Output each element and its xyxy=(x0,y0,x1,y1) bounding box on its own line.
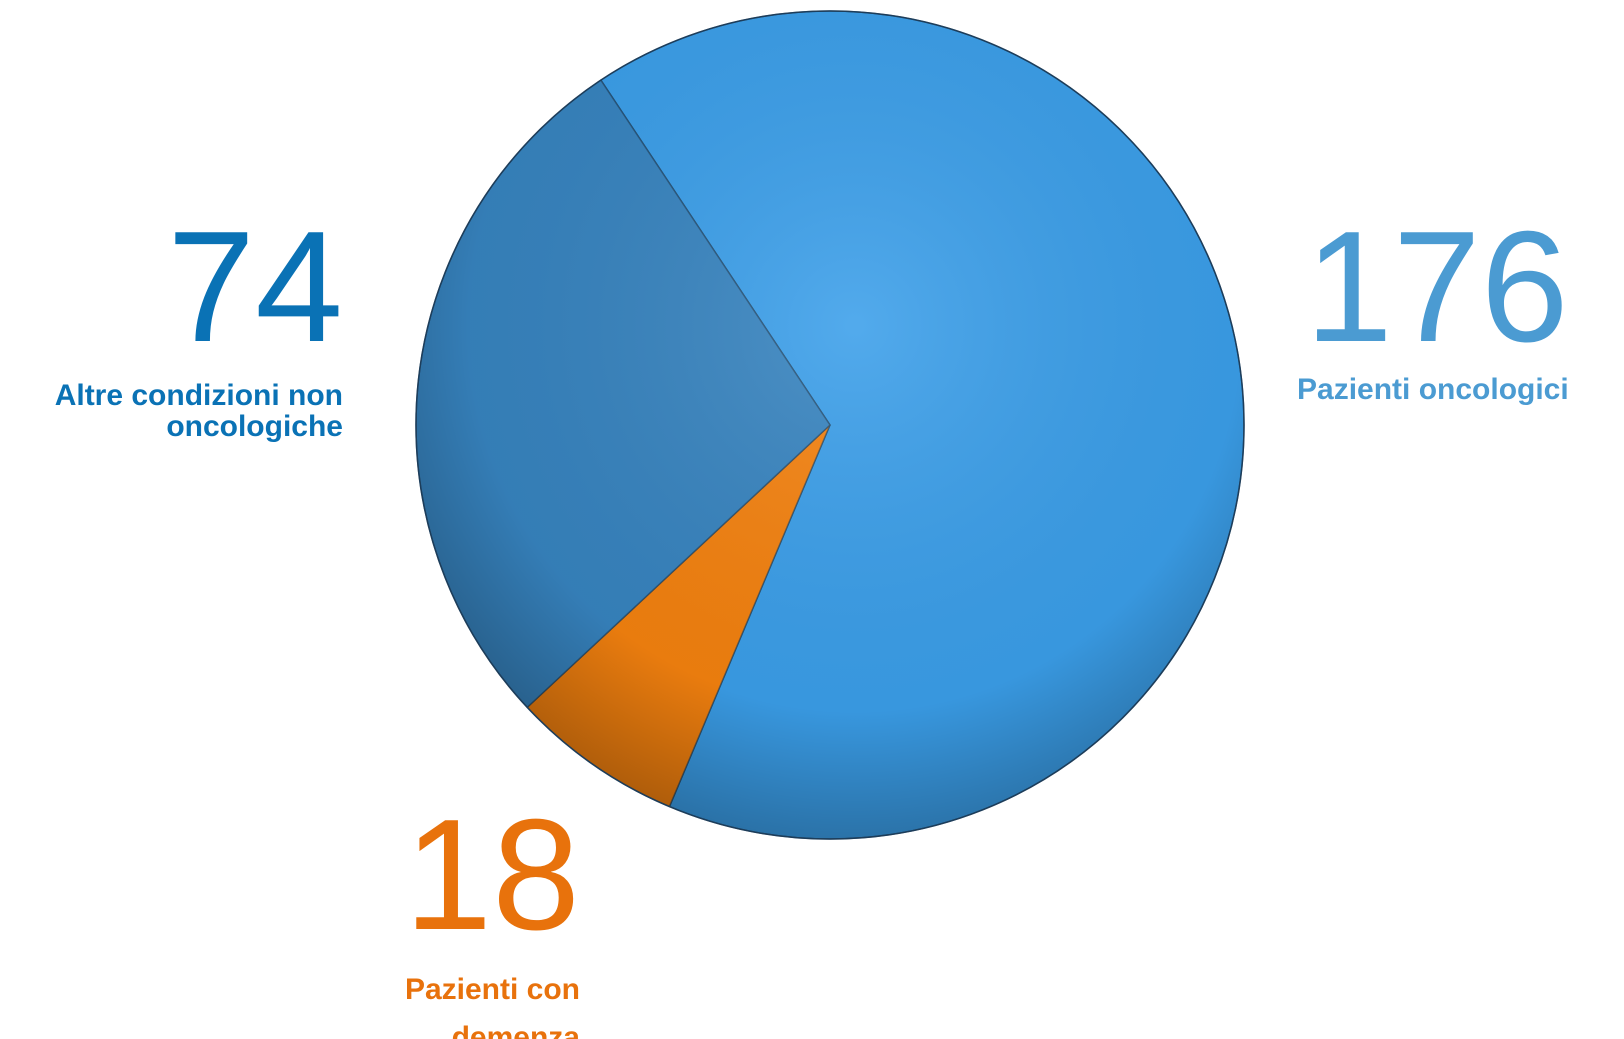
category-label: Altre condizioni non oncologiche xyxy=(54,379,343,443)
category-label: Pazienti con demenza xyxy=(404,973,580,1039)
value-label: 176 xyxy=(1305,199,1569,375)
category-label: Pazienti oncologici xyxy=(1297,373,1569,406)
value-label: 74 xyxy=(167,199,343,375)
value-label: 18 xyxy=(404,787,580,963)
